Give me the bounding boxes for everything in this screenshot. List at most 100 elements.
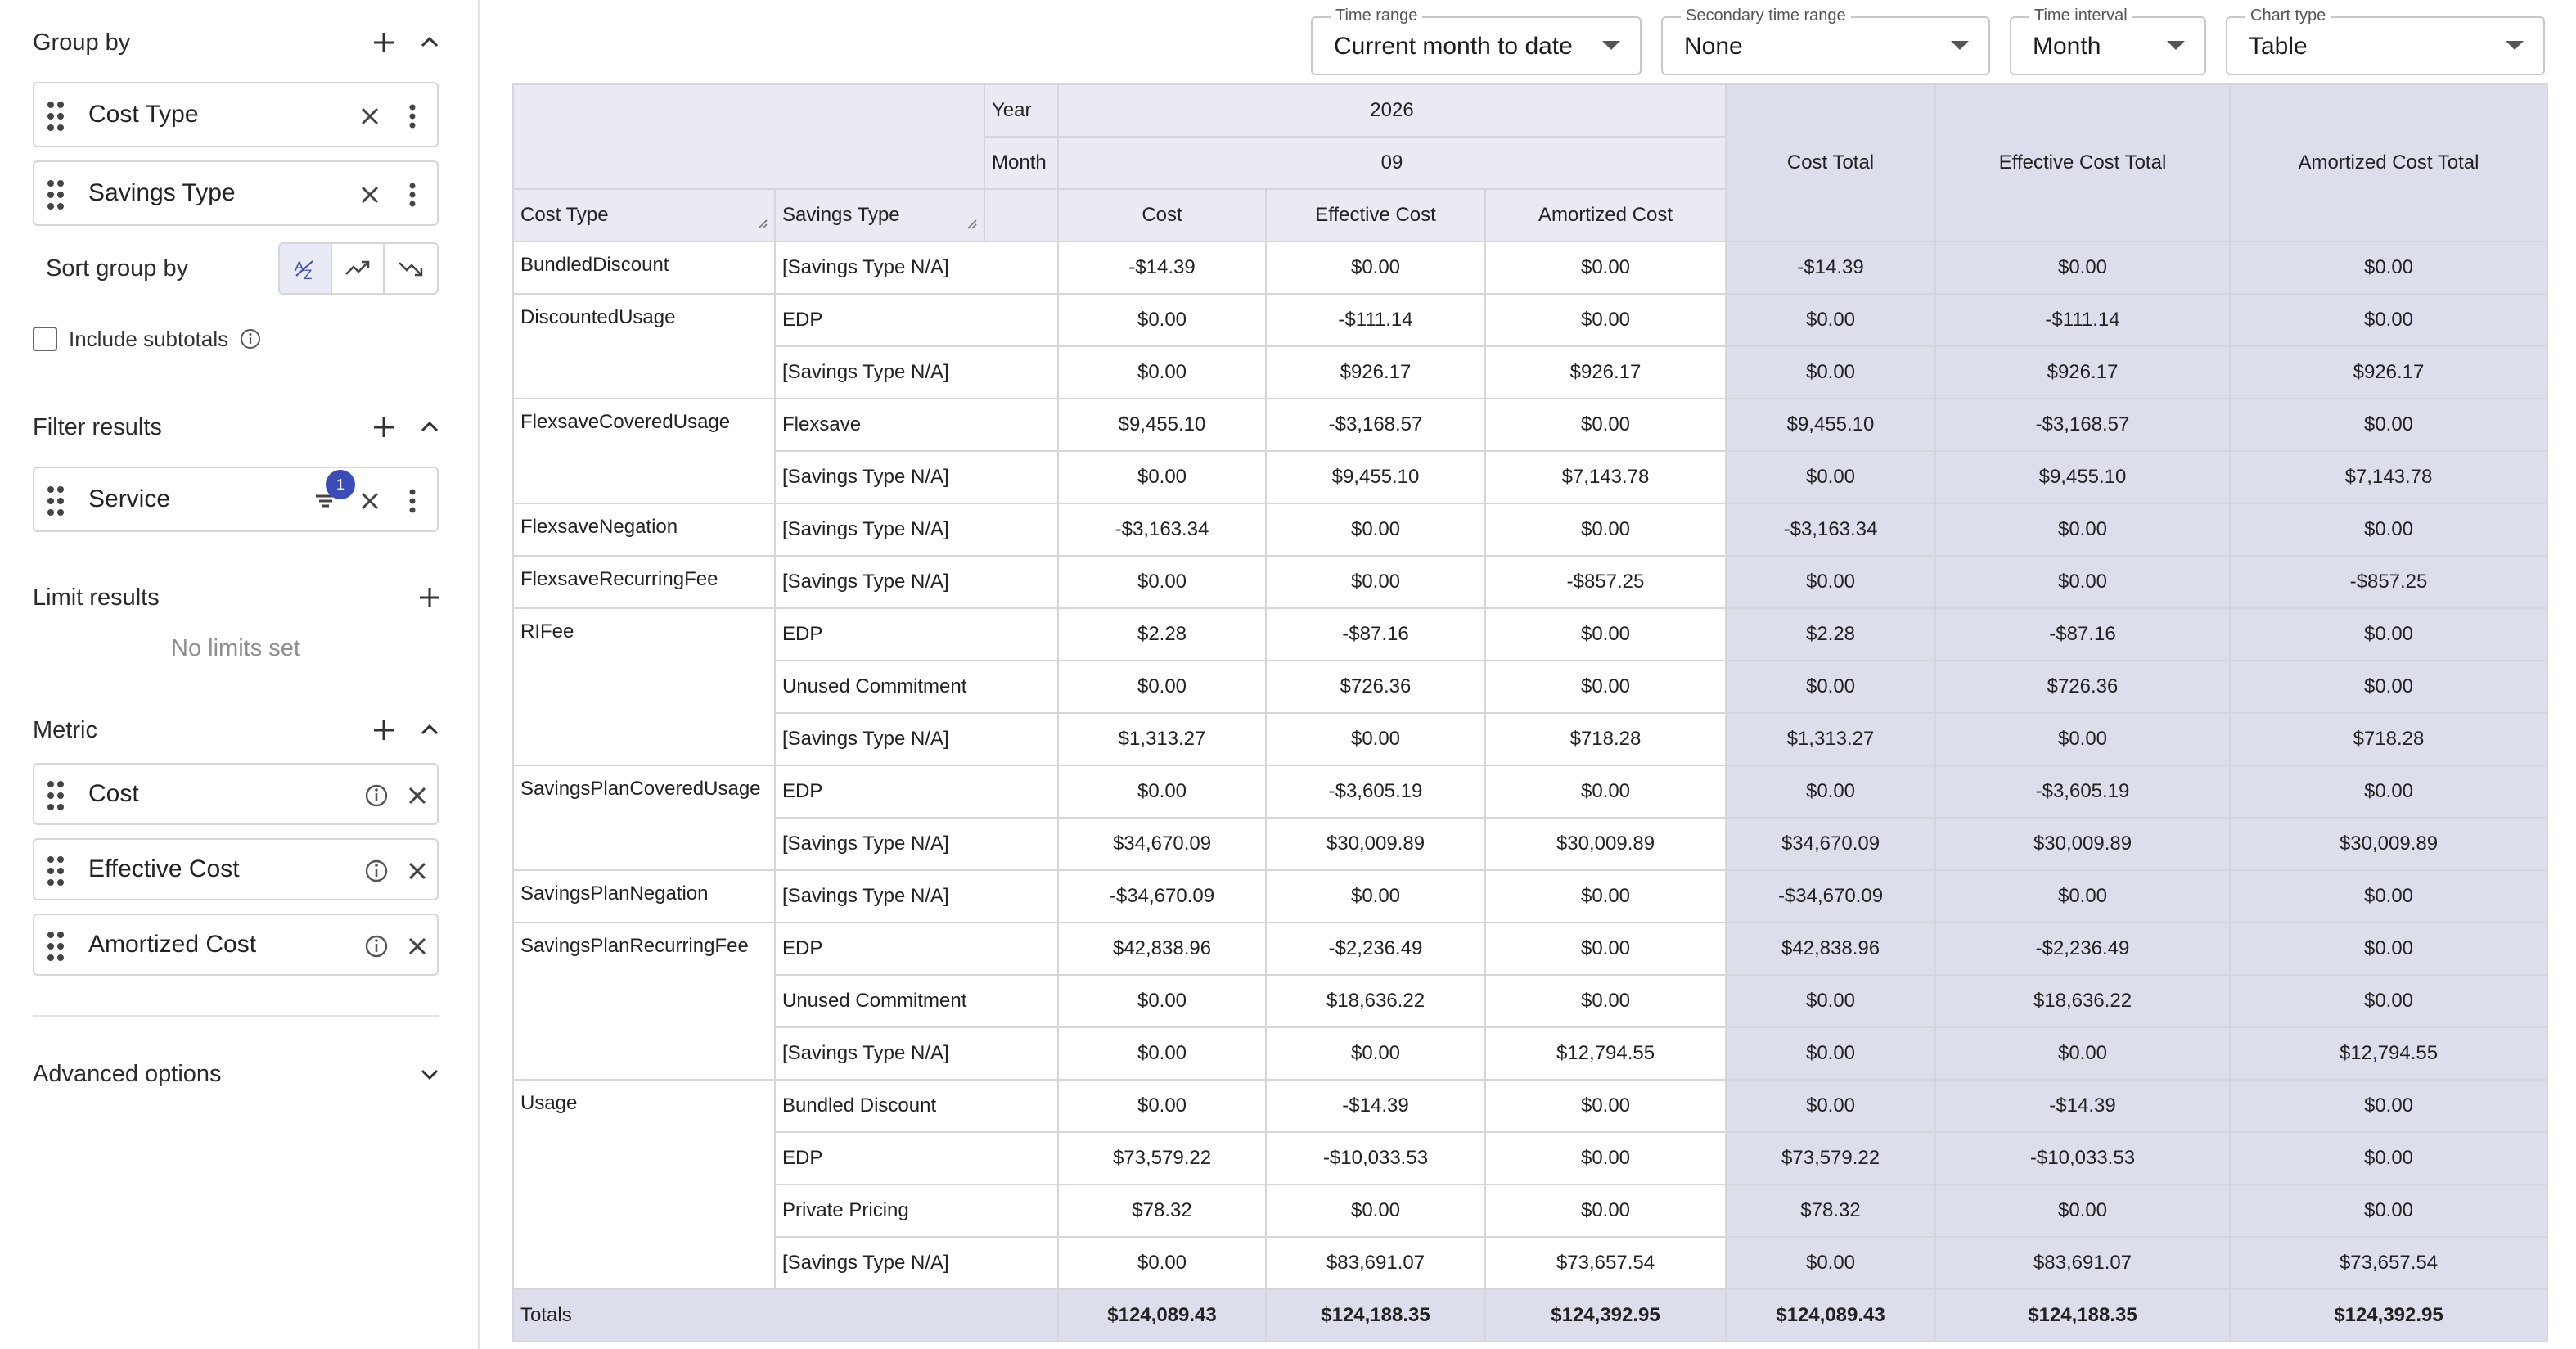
group-by-header: Group by	[33, 20, 442, 65]
close-icon[interactable]	[355, 102, 385, 131]
col-header-label: Cost Type	[520, 204, 609, 226]
info-icon[interactable]	[362, 856, 391, 886]
resize-handle-icon[interactable]	[964, 212, 977, 229]
add-filter-icon[interactable]	[372, 415, 396, 440]
close-icon[interactable]	[355, 486, 385, 516]
more-vertical-icon[interactable]	[398, 180, 427, 210]
row-total-cell: $0.00	[1934, 712, 2231, 766]
value-cell: $0.00	[1484, 607, 1727, 661]
cost-type-cell: SavingsPlanRecurringFee	[512, 922, 776, 1081]
row-total-cell: $0.00	[1934, 241, 2231, 295]
group-chip-cost-type[interactable]: Cost Type	[33, 82, 439, 147]
group-chip-savings-type[interactable]: Savings Type	[33, 160, 439, 226]
filter-chip-service[interactable]: Service	[33, 467, 439, 532]
value-cell: $83,691.07	[1265, 1236, 1486, 1290]
add-limit-icon[interactable]	[417, 585, 442, 610]
sort-descending-button[interactable]	[385, 244, 437, 293]
metric-chip-label: Cost	[88, 780, 139, 807]
row-total-cell: $0.00	[2229, 765, 2548, 819]
close-icon[interactable]	[403, 856, 432, 886]
add-metric-icon[interactable]	[372, 718, 396, 742]
header-amortized-cost-total: Amortized Cost Total	[2229, 83, 2548, 242]
more-vertical-icon[interactable]	[398, 486, 427, 516]
secondary-time-range-select[interactable]: Secondary time range None	[1661, 7, 1990, 75]
value-cell: $0.00	[1057, 974, 1267, 1028]
value-cell: $0.00	[1265, 503, 1486, 557]
row-total-cell: $0.00	[1934, 555, 2231, 609]
collapse-group-icon[interactable]	[417, 30, 442, 55]
drag-handle-icon[interactable]	[46, 100, 65, 133]
info-icon[interactable]	[362, 932, 391, 961]
value-cell: $73,657.54	[1484, 1236, 1727, 1290]
row-total-cell: -$14.39	[1934, 1079, 2231, 1133]
col-header-savings-type[interactable]: Savings Type	[774, 188, 985, 242]
month-label: Month	[984, 136, 1059, 190]
table-row: FlexsaveNegation [Savings Type N/A] -$3,16…	[512, 503, 2548, 557]
cost-type-cell: SavingsPlanNegation	[512, 869, 776, 923]
value-cell: $1,313.27	[1057, 712, 1267, 766]
table-row: RIFee EDP $2.28 -$87.16 $0.00 $2.28 -$87.16 $0.…	[512, 607, 2548, 766]
drag-handle-icon[interactable]	[46, 178, 65, 211]
row-total-cell: $78.32	[1725, 1184, 1936, 1238]
savings-type-cell: [Savings Type N/A]	[774, 1026, 1059, 1081]
row-total-cell: $0.00	[1725, 765, 1936, 819]
close-icon[interactable]	[355, 180, 385, 210]
table-row: [Savings Type N/A] $0.00 $9,455.10 $7,143.7…	[513, 450, 2548, 504]
grand-total-cell: $124,392.95	[2229, 1288, 2548, 1342]
value-cell: $0.00	[1265, 869, 1486, 923]
row-total-cell: $9,455.10	[1725, 398, 1936, 452]
metric-chip-effective-cost[interactable]: Effective Cost	[33, 838, 439, 900]
table-row: [Savings Type N/A] $0.00 $0.00 $12,794.55 $0…	[513, 1026, 2548, 1081]
drag-handle-icon[interactable]	[46, 485, 65, 517]
time-range-select[interactable]: Time range Current month to date	[1311, 7, 1642, 75]
cost-type-cell: BundledDiscount	[512, 241, 776, 295]
value-cell: $0.00	[1484, 293, 1727, 347]
time-interval-select[interactable]: Time interval Month	[2010, 7, 2206, 75]
header-row-year: Year 2026 Cost Total Effective Cost Tota…	[512, 83, 2548, 242]
value-cell: $18,636.22	[1265, 974, 1486, 1028]
collapse-filter-icon[interactable]	[417, 415, 442, 440]
row-total-cell: $0.00	[1725, 1079, 1936, 1133]
close-icon[interactable]	[403, 781, 432, 810]
drag-handle-icon[interactable]	[46, 855, 65, 887]
chart-type-select[interactable]: Chart type Table	[2226, 7, 2545, 75]
sort-ascending-button[interactable]	[332, 244, 385, 293]
grand-total-cell: $124,089.43	[1725, 1288, 1936, 1342]
caret-down-icon	[1602, 41, 1620, 50]
resize-handle-icon[interactable]	[754, 212, 768, 229]
value-cell: $0.00	[1057, 1026, 1267, 1081]
collapse-metric-icon[interactable]	[417, 718, 442, 742]
month-value: 09	[1057, 136, 1727, 190]
row-total-cell: $0.00	[2229, 398, 2548, 452]
row-total-cell: $30,009.89	[1934, 817, 2231, 871]
caret-down-icon	[2506, 41, 2524, 50]
add-group-icon[interactable]	[372, 30, 396, 55]
filter-header: Filter results	[33, 404, 442, 450]
col-header-cost-type[interactable]: Cost Type	[512, 188, 776, 242]
limit-title: Limit results	[33, 584, 160, 611]
value-cell: $0.00	[1057, 765, 1267, 819]
include-subtotals-row[interactable]: Include subtotals	[33, 324, 261, 354]
metric-chip-amortized-cost[interactable]: Amortized Cost	[33, 914, 439, 976]
drag-handle-icon[interactable]	[46, 779, 65, 812]
advanced-options-toggle[interactable]: Advanced options	[33, 1051, 442, 1097]
cost-type-cell: DiscountedUsage	[512, 293, 776, 399]
info-icon[interactable]	[240, 328, 261, 350]
table-row: DiscountedUsage EDP $0.00 -$111.14 $0.00 $0.0…	[512, 293, 2548, 399]
metric-chip-cost[interactable]: Cost	[33, 763, 439, 825]
include-subtotals-checkbox[interactable]	[33, 327, 57, 351]
table-row: [Savings Type N/A] $1,313.27 $0.00 $718.28 $…	[513, 712, 2548, 766]
drag-handle-icon[interactable]	[46, 930, 65, 963]
value-cell: $0.00	[1265, 712, 1486, 766]
row-total-cell: $0.00	[1725, 345, 1936, 399]
savings-type-cell: Flexsave	[774, 398, 1059, 452]
savings-type-cell: EDP	[774, 1131, 1059, 1185]
value-cell: $30,009.89	[1265, 817, 1486, 871]
more-vertical-icon[interactable]	[398, 102, 427, 131]
table-row: EDP $73,579.22 -$10,033.53 $0.00 $73,579.22-…	[513, 1131, 2548, 1185]
info-icon[interactable]	[362, 781, 391, 810]
value-cell: $0.00	[1484, 398, 1727, 452]
close-icon[interactable]	[403, 932, 432, 961]
chevron-down-icon[interactable]	[417, 1062, 442, 1086]
